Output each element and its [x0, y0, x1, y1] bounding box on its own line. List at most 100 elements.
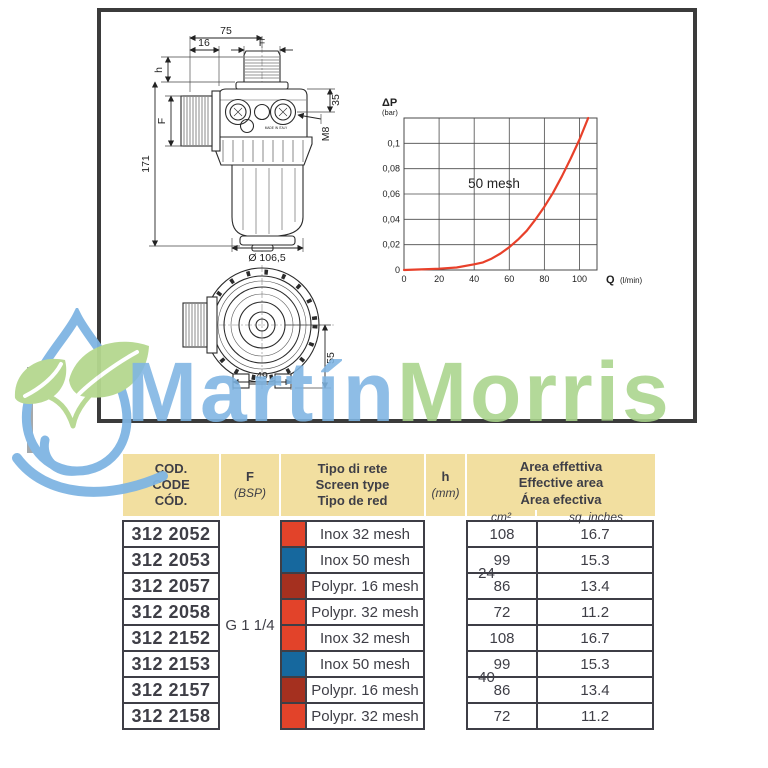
table-row: 312 2152 Inox 32 mesh 108 16.7 — [122, 624, 656, 652]
screen-color-swatch — [280, 598, 305, 626]
table-row: 312 2153 Inox 50 mesh 99 15.3 — [122, 650, 656, 678]
area-sqinches-cell: 16.7 — [536, 624, 654, 652]
dim-171: 171 — [140, 155, 152, 173]
center-hole — [253, 103, 271, 121]
area-sqinches-cell: 16.7 — [536, 520, 654, 548]
f-column-space — [220, 650, 280, 678]
dim-h: h — [153, 67, 165, 73]
area-cm2-cell: 86 — [466, 572, 538, 600]
code-cell: 312 2152 — [122, 624, 220, 652]
f-column-space — [220, 572, 280, 600]
table-row: 312 2158 Polypr. 32 mesh 72 11.2 — [122, 702, 656, 730]
curve-annotation: 50 mesh — [468, 176, 520, 191]
table-row: 312 2057 Polypr. 16 mesh 86 13.4 — [122, 572, 656, 600]
made-in-label: MADE IN ITALY — [265, 126, 288, 130]
screen-color-swatch — [280, 546, 305, 574]
screen-type-cell: Inox 50 mesh — [305, 650, 425, 678]
table-header: COD. CODE CÓD. F (BSP) Tipo di rete Scre… — [122, 453, 656, 525]
header-screen-es: Tipo de red — [317, 493, 388, 509]
dim-f-top: F — [259, 37, 265, 49]
dim-f-side: F — [156, 118, 168, 124]
screen-type-cell: Polypr. 32 mesh — [305, 598, 425, 626]
top-port — [243, 50, 281, 82]
small-hole — [239, 118, 255, 134]
f-column-space — [220, 702, 280, 730]
area-cm2-cell: 72 — [466, 702, 538, 730]
code-cell: 312 2052 — [122, 520, 220, 548]
code-cell: 312 2053 — [122, 546, 220, 574]
table-row: 312 2052 Inox 32 mesh 108 16.7 — [122, 520, 656, 548]
header-screen-it: Tipo di rete — [317, 460, 388, 476]
col-header-f: F (BSP) — [220, 453, 280, 517]
header-f-unit: (BSP) — [233, 485, 266, 500]
area-cm2-cell: 108 — [466, 520, 538, 548]
tick-label: 20 — [434, 274, 444, 284]
area-cm2-cell: 99 — [466, 546, 538, 574]
h-column-space — [425, 702, 466, 730]
y-axis-unit: (bar) — [382, 108, 398, 117]
area-sqinches-cell: 11.2 — [536, 598, 654, 626]
ring-nut — [212, 136, 313, 166]
tick-label: 100 — [572, 274, 587, 284]
dim-55: 55 — [325, 352, 337, 364]
dim-49: 49 — [256, 370, 268, 382]
tick-label: 40 — [469, 274, 479, 284]
watermark-morris: Morris — [397, 345, 672, 439]
f-column-space — [220, 520, 280, 548]
leaves-icon — [14, 341, 149, 429]
header-area-es: Área efectiva — [520, 491, 602, 507]
tick-label: 0,08 — [382, 164, 400, 174]
dim-m8: M8 — [320, 127, 332, 142]
table-body: 312 2052 Inox 32 mesh 108 16.7 312 2053 Inox … — [122, 520, 656, 730]
col-header-h: h (mm) — [425, 453, 466, 517]
tick-label: 0,06 — [382, 189, 400, 199]
area-sqinches-cell: 11.2 — [536, 702, 654, 730]
technical-drawing: MADE IN ITALY 75 16 F h F 171 35 — [140, 25, 342, 390]
table-row: 312 2058 Polypr. 32 mesh 72 11.2 — [122, 598, 656, 626]
screen-color-swatch — [280, 650, 305, 678]
tick-label: 0,04 — [382, 214, 400, 224]
screen-color-swatch — [280, 624, 305, 652]
area-cm2-cell: 99 — [466, 650, 538, 678]
martin-morris-logo — [12, 308, 168, 497]
dim-75: 75 — [220, 25, 232, 37]
area-cm2-cell: 72 — [466, 598, 538, 626]
screen-color-swatch — [280, 702, 305, 730]
area-sqinches-cell: 15.3 — [536, 546, 654, 574]
h-column-space — [425, 546, 466, 574]
screen-type-cell: Inox 50 mesh — [305, 546, 425, 574]
area-cm2-cell: 108 — [466, 624, 538, 652]
area-sqinches-cell: 15.3 — [536, 650, 654, 678]
chart-grid — [403, 117, 598, 271]
code-cell: 312 2057 — [122, 572, 220, 600]
header-cod-es: CÓD. — [154, 493, 188, 509]
header-h-unit: (mm) — [431, 485, 460, 500]
screen-type-cell: Polypr. 16 mesh — [305, 572, 425, 600]
watermark-martin: Martín — [127, 345, 397, 439]
tick-label: 60 — [504, 274, 514, 284]
x-axis-unit: (l/min) — [620, 276, 643, 285]
header-area-it: Area effettiva — [519, 459, 603, 474]
header-screen-en: Screen type — [315, 476, 390, 492]
side-port — [180, 95, 213, 147]
area-cm2-cell: 86 — [466, 676, 538, 704]
h-column-space — [425, 598, 466, 626]
bowl — [231, 164, 304, 237]
tick-label: 80 — [539, 274, 549, 284]
h-column-space — [425, 520, 466, 548]
dim-35: 35 — [330, 94, 342, 106]
h-column-space — [425, 676, 466, 704]
area-sqinches-cell: 13.4 — [536, 572, 654, 600]
x-axis-label: Q — [606, 274, 615, 286]
col-header-screen-type: Tipo di rete Screen type Tipo de red — [280, 453, 425, 517]
dim-diameter: Ø 106,5 — [248, 252, 286, 264]
f-column-space — [220, 624, 280, 652]
code-cell: 312 2158 — [122, 702, 220, 730]
table-row: 312 2053 Inox 50 mesh 99 15.3 — [122, 546, 656, 574]
dim-16: 16 — [198, 37, 210, 49]
bowl-base — [239, 235, 296, 246]
chart-curve-50mesh — [402, 116, 590, 272]
pressure-drop-chart: 0 20 40 60 80 100 0 0,02 0,04 0,06 0,08 0,1 ΔP (bar… — [382, 97, 643, 286]
code-cell: 312 2058 — [122, 598, 220, 626]
